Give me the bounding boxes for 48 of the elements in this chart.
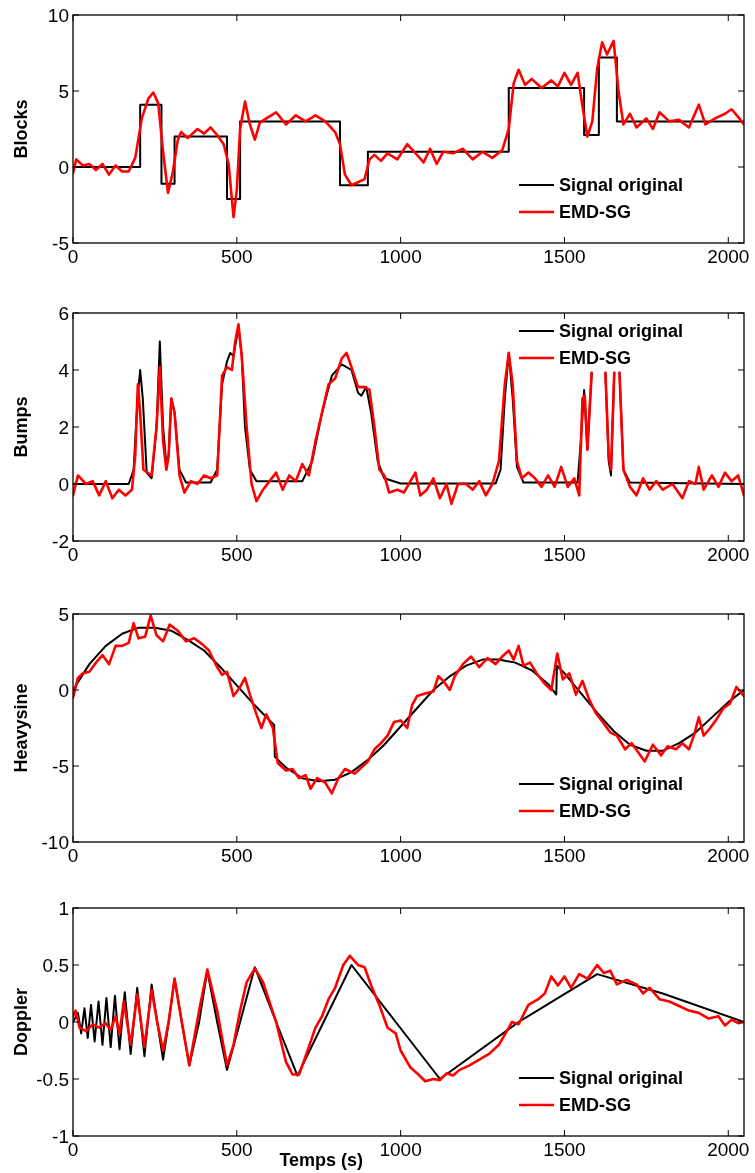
y-tick-label: -2 [52, 531, 69, 552]
x-tick-label: 1000 [379, 1139, 422, 1160]
legend-label: Signal original [559, 774, 684, 794]
y-tick-label: 5 [58, 604, 69, 625]
y-axis-title: Bumps [11, 396, 31, 458]
x-tick-label: 1000 [379, 845, 422, 866]
x-tick-label: 500 [220, 246, 253, 267]
y-tick-label: 0 [58, 474, 69, 495]
y-tick-label: 1 [58, 898, 69, 919]
x-tick-label: 500 [220, 544, 253, 565]
y-tick-label: -5 [52, 756, 69, 777]
y-axis-title: Blocks [11, 99, 31, 159]
line-series [73, 39, 744, 219]
y-axis-title: Heavysine [11, 683, 31, 773]
y-tick-label: -1 [52, 1126, 69, 1147]
x-tick-label: 2000 [707, 845, 750, 866]
x-axis-title: Temps (s) [279, 1150, 364, 1170]
y-axis-title: Doppler [11, 987, 31, 1057]
legend-label: EMD-SG [559, 202, 631, 222]
y-tick-label: 4 [58, 360, 70, 381]
y-tick-label: 0 [58, 157, 69, 178]
y-tick-label: 2 [58, 417, 69, 438]
x-tick-label: 500 [220, 845, 253, 866]
x-tick-label: 1500 [543, 845, 586, 866]
legend-label: EMD-SG [559, 801, 631, 821]
y-tick-label: 5 [58, 81, 69, 102]
x-tick-label: 1500 [543, 246, 586, 267]
y-tick-label: -10 [41, 832, 69, 853]
x-tick-label: 1500 [543, 544, 586, 565]
y-tick-label: 10 [47, 5, 69, 26]
y-tick-label: 0.5 [42, 955, 69, 976]
y-tick-label: -5 [52, 233, 69, 254]
y-tick-label: 0 [58, 1012, 69, 1033]
x-tick-label: 2000 [707, 1139, 750, 1160]
legend-label: EMD-SG [559, 1095, 631, 1115]
x-tick-label: 500 [220, 1139, 253, 1160]
x-tick-label: 1500 [543, 1139, 586, 1160]
x-tick-label: 2000 [707, 544, 750, 565]
legend-label: Signal original [559, 1068, 684, 1088]
x-tick-label: 2000 [707, 246, 750, 267]
y-tick-label: 6 [58, 303, 69, 324]
legend-label: EMD-SG [559, 348, 631, 368]
y-tick-label: -0.5 [36, 1069, 69, 1090]
legend-label: Signal original [559, 175, 684, 195]
y-tick-label: 0 [58, 680, 69, 701]
x-tick-label: 1000 [379, 544, 422, 565]
x-tick-label: 1000 [379, 246, 422, 267]
legend-label: Signal original [559, 321, 684, 341]
